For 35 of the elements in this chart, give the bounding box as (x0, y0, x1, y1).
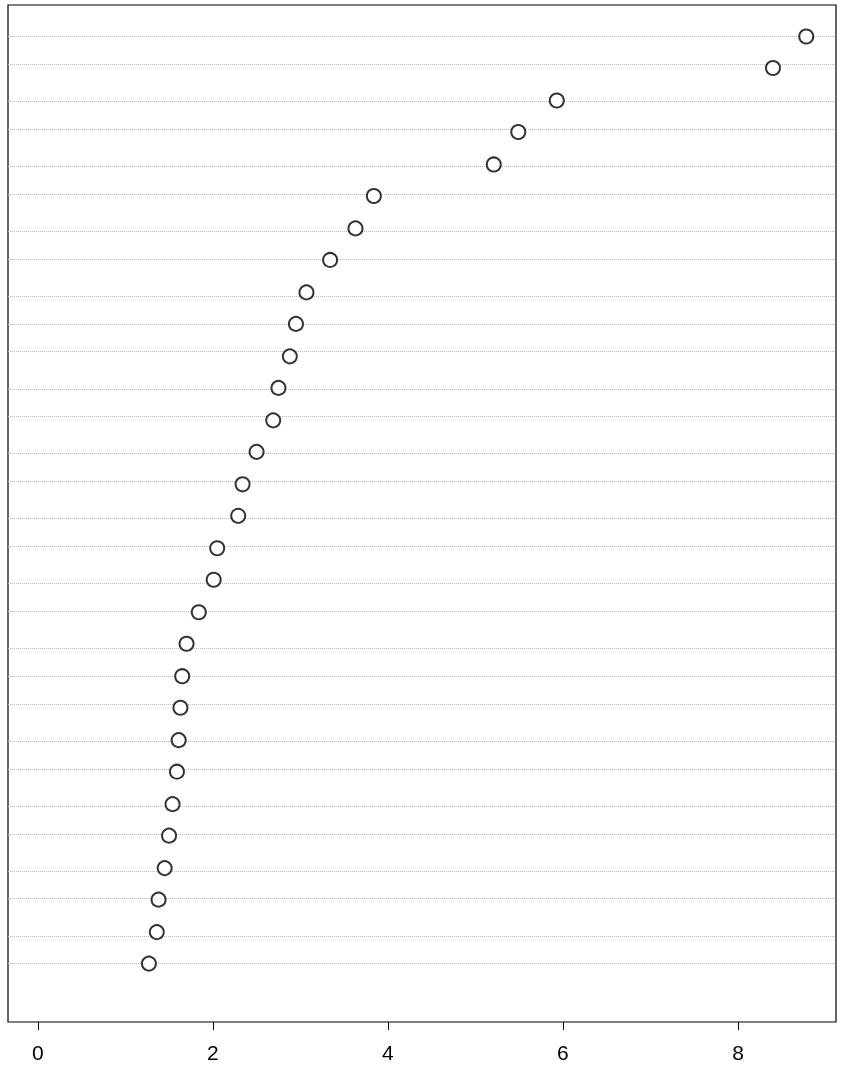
point (485, 156, 502, 173)
point (265, 412, 282, 429)
point (322, 251, 339, 268)
point (161, 827, 178, 844)
point (298, 284, 315, 301)
point (365, 187, 382, 204)
point (150, 891, 167, 908)
point (287, 315, 304, 332)
point (281, 348, 298, 365)
x-tick-label: 0 (31, 1041, 44, 1064)
point (205, 571, 222, 588)
point (765, 60, 781, 77)
point (209, 540, 226, 557)
point (230, 507, 247, 524)
point (178, 635, 195, 652)
x-tick-label: 8 (732, 1041, 744, 1064)
point (164, 796, 181, 813)
point (347, 220, 364, 237)
x-tick-label: 6 (557, 1041, 569, 1064)
point (234, 476, 251, 493)
point (174, 668, 191, 685)
point (270, 379, 287, 396)
point (190, 604, 207, 621)
point (140, 955, 157, 972)
x-tick-label: 2 (206, 1041, 219, 1064)
point (172, 699, 189, 716)
point (156, 860, 173, 877)
point (168, 763, 185, 780)
point (148, 924, 165, 941)
x-tick-label: 4 (382, 1041, 395, 1064)
point (510, 124, 527, 141)
point (170, 732, 187, 749)
point (548, 92, 565, 109)
point (798, 28, 815, 45)
point (248, 443, 265, 460)
